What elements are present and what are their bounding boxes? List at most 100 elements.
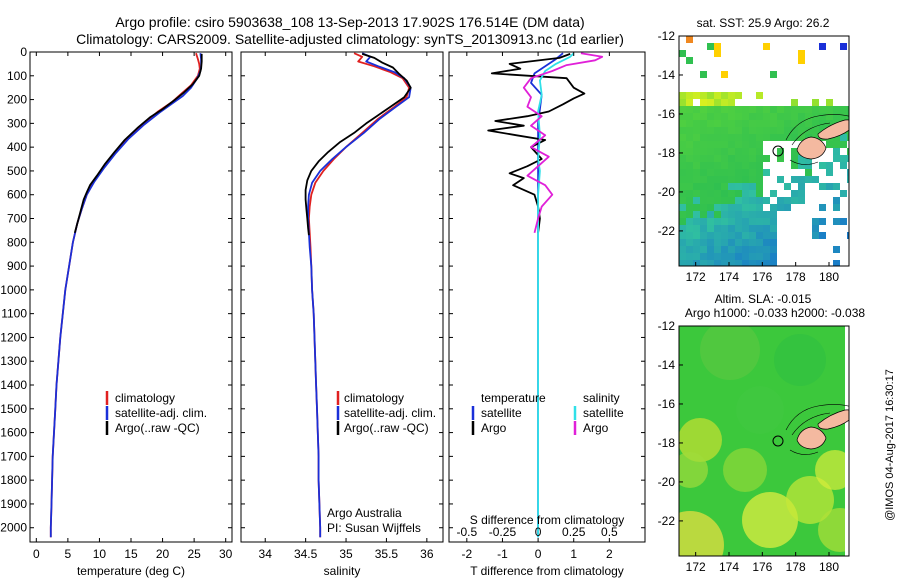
sst-cell xyxy=(756,211,763,218)
sst-cell xyxy=(721,218,728,225)
sst-cell xyxy=(735,225,742,232)
sst-cell xyxy=(693,225,700,232)
salinity-series xyxy=(304,52,412,538)
sst-cell xyxy=(714,134,721,141)
sst-cell xyxy=(742,232,749,239)
sst-cell xyxy=(840,43,847,50)
sla-patch xyxy=(679,452,708,488)
series-line-climatology xyxy=(49,52,201,538)
sst-cell xyxy=(763,134,770,141)
x-tick-label: 5 xyxy=(65,547,72,561)
x-tick-label: 36 xyxy=(420,547,434,561)
sst-cell xyxy=(756,260,763,266)
map-x-tick-label: 174 xyxy=(719,560,739,574)
sst-cell xyxy=(833,148,840,155)
sst-cell xyxy=(742,197,749,204)
depth-tick-label: 1300 xyxy=(0,354,27,368)
depth-tick-label: 1700 xyxy=(0,449,27,463)
sst-cell xyxy=(700,148,707,155)
sst-cell xyxy=(714,169,721,176)
sst-cell xyxy=(728,155,735,162)
sst-cell xyxy=(686,218,693,225)
sst-cell xyxy=(679,148,686,155)
sst-cell xyxy=(714,120,721,127)
sst-cell xyxy=(707,246,714,253)
sst-cell xyxy=(798,162,805,169)
sst-cell xyxy=(728,99,735,106)
sst-cell xyxy=(679,141,686,148)
sst-cell xyxy=(728,169,735,176)
sst-cell xyxy=(749,204,756,211)
sst-cell xyxy=(714,253,721,260)
depth-tick-label: 400 xyxy=(7,140,27,154)
sst-cell xyxy=(840,155,847,162)
sst-cell xyxy=(847,155,849,162)
sla-white-strip xyxy=(845,326,849,556)
sst-cell xyxy=(721,169,728,176)
sst-cell xyxy=(714,162,721,169)
map-y-tick-label: -22 xyxy=(658,224,676,238)
sst-cell xyxy=(700,239,707,246)
sst-cell xyxy=(777,113,784,120)
sst-cell xyxy=(686,127,693,134)
sst-cell xyxy=(770,71,777,78)
sst-map-frame xyxy=(678,35,850,267)
sst-cell xyxy=(770,246,777,253)
depth-tick-label: 1800 xyxy=(0,473,27,487)
sla-patch xyxy=(742,492,798,548)
sst-cell xyxy=(714,197,721,204)
sst-cell xyxy=(728,120,735,127)
sst-cell xyxy=(749,225,756,232)
sst-cell xyxy=(840,162,847,169)
sst-cell xyxy=(798,120,805,127)
x-tick-label: 34 xyxy=(259,547,273,561)
sst-cell xyxy=(826,99,833,106)
sst-cell xyxy=(686,57,693,64)
sst-cell xyxy=(840,190,847,197)
sst-cell xyxy=(735,113,742,120)
sst-cell xyxy=(763,127,770,134)
sst-cell xyxy=(777,204,784,211)
sst-cell xyxy=(770,211,777,218)
sst-cell xyxy=(707,155,714,162)
sst-cell xyxy=(742,225,749,232)
sst-cell xyxy=(707,113,714,120)
sst-cell xyxy=(798,127,805,134)
legend-label-sal-satellite: satellite xyxy=(583,406,624,420)
sst-cell xyxy=(756,197,763,204)
depth-tick-label: 1000 xyxy=(0,283,27,297)
sst-cell xyxy=(833,155,840,162)
map-y-tick-label: -20 xyxy=(658,475,676,489)
sst-cell xyxy=(805,120,812,127)
sst-cell xyxy=(707,190,714,197)
depth-axis: 0 100 200 300 400 500 600 700 800 900 1000 1100 1200… xyxy=(0,45,645,535)
sst-cell xyxy=(749,190,756,197)
sst-cell xyxy=(749,246,756,253)
sst-cell xyxy=(812,232,819,239)
sst-cell xyxy=(756,141,763,148)
series-line-argo_salinity xyxy=(522,52,604,234)
sst-cell xyxy=(742,190,749,197)
sst-cell xyxy=(749,239,756,246)
legend-title-salinity: salinity xyxy=(583,391,620,405)
sst-cell xyxy=(756,232,763,239)
sst-cell xyxy=(707,134,714,141)
sst-land xyxy=(785,114,849,165)
series-line-satellite xyxy=(307,52,412,538)
x-tick-label: 25 xyxy=(187,547,201,561)
sst-cell xyxy=(700,169,707,176)
depth-tick-label: 1200 xyxy=(0,330,27,344)
sst-cell xyxy=(714,141,721,148)
sst-cell xyxy=(784,113,791,120)
x-top-tick-label: 0 xyxy=(535,525,542,539)
sst-cell xyxy=(700,176,707,183)
figure-title-line1: Argo profile: csiro 5903638_108 13-Sep-2… xyxy=(115,14,584,30)
legend-label-satellite: satellite-adj. clim. xyxy=(344,406,436,420)
sst-cell xyxy=(714,204,721,211)
sst-cell xyxy=(840,134,847,141)
sst-cell xyxy=(700,211,707,218)
depth-tick-label: 1100 xyxy=(1,307,27,321)
map-x-tick-label: 180 xyxy=(819,270,839,284)
sst-cell xyxy=(742,148,749,155)
sst-cell xyxy=(742,246,749,253)
